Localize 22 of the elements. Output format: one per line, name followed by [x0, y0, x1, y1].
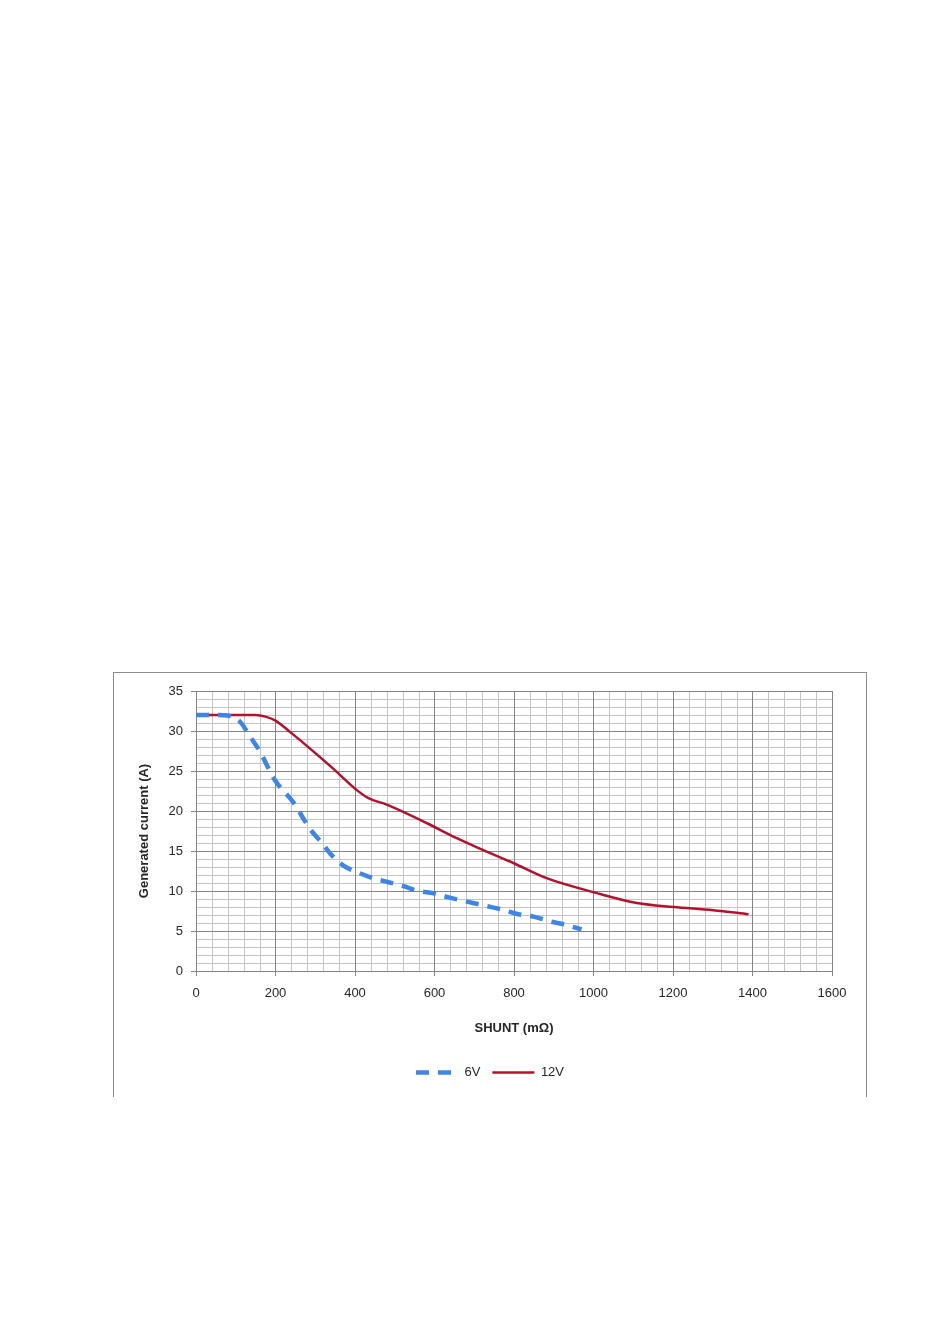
x-tick-label: 600 — [423, 985, 446, 1001]
y-tick-label: 35 — [168, 682, 183, 698]
x-axis-title: SHUNT (mΩ) — [474, 1019, 554, 1035]
legend-label: 6V — [464, 1064, 481, 1080]
y-tick-label: 30 — [168, 722, 183, 738]
x-tick-label: 1000 — [579, 985, 608, 1001]
y-tick-label: 20 — [168, 802, 183, 818]
x-tick-label: 400 — [344, 985, 366, 1001]
x-tick-label: 1400 — [738, 985, 767, 1001]
x-tick-label: 1200 — [658, 985, 688, 1001]
y-tick-label: 15 — [168, 842, 183, 858]
legend-label: 12V — [540, 1064, 565, 1080]
y-tick-label: 0 — [175, 962, 183, 978]
x-tick-label: 800 — [503, 985, 525, 1001]
line-series — [196, 712, 584, 932]
x-tick-label: 0 — [192, 985, 200, 1001]
y-tick-label: 10 — [168, 882, 183, 898]
x-tick-label: 1600 — [817, 985, 847, 1001]
y-tick-label: 25 — [168, 762, 183, 778]
y-tick-label: 5 — [175, 922, 183, 938]
y-axis-title: Generated current (A) — [136, 763, 152, 899]
x-tick-label: 200 — [264, 985, 287, 1001]
